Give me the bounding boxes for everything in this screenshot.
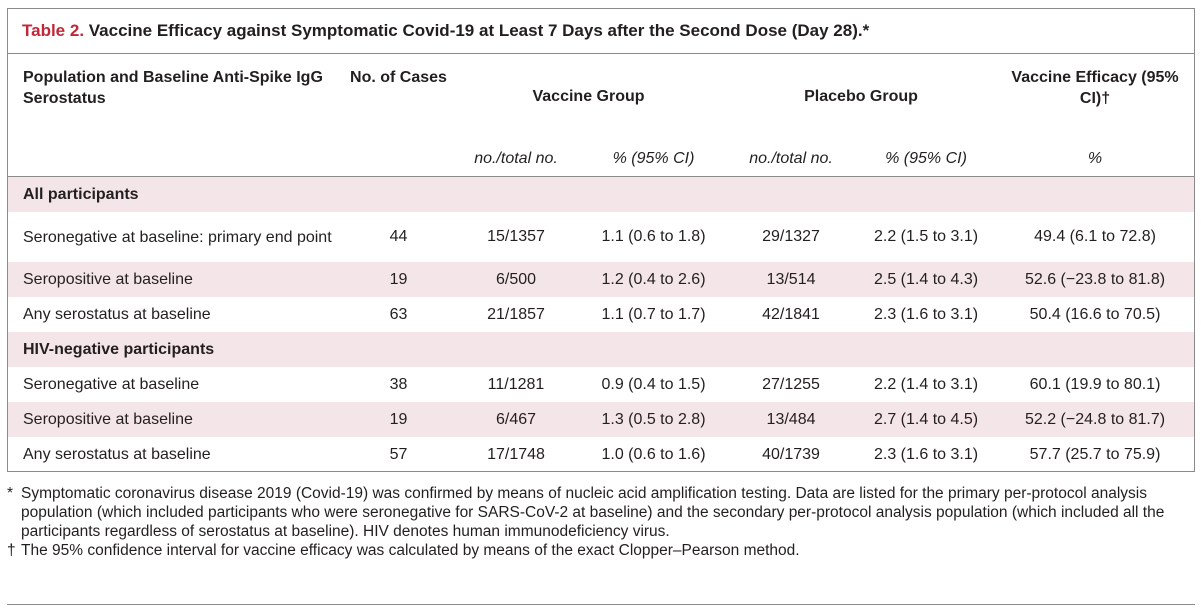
- header-population: Population and Baseline Anti-Spike IgG S…: [23, 69, 323, 107]
- vaccine-pct-cell: 0.9 (0.4 to 1.5): [601, 375, 706, 393]
- table-row: Seronegative at baseline: primary end po…: [8, 212, 1194, 262]
- population-cell: Seronegative at baseline: primary end po…: [23, 228, 332, 246]
- vaccine-no-cell: 21/1857: [487, 305, 545, 323]
- placebo-pct-cell: 2.2 (1.4 to 3.1): [873, 375, 979, 393]
- placebo-no-cell: 13/484: [726, 402, 857, 437]
- population-cell: Any serostatus at baseline: [23, 445, 211, 463]
- efficacy-cell: 57.7 (25.7 to 75.9): [1029, 445, 1161, 463]
- vaccine-pct-cell: 1.0 (0.6 to 1.6): [601, 445, 706, 463]
- table-number: Table 2.: [22, 21, 85, 40]
- table-frame: Table 2. Vaccine Efficacy against Sympto…: [7, 8, 1195, 472]
- footnote-mark: †: [7, 542, 16, 559]
- footnotes: * Symptomatic coronavirus disease 2019 (…: [7, 484, 1195, 560]
- vaccine-no-cell: 6/500: [451, 262, 581, 297]
- placebo-pct-cell: 2.3 (1.6 to 3.1): [873, 445, 979, 463]
- subheader-placebo-no: no./total no.: [726, 141, 857, 177]
- placebo-pct-cell: 2.5 (1.4 to 4.3): [856, 262, 997, 297]
- efficacy-cell: 52.2 (−24.8 to 81.7): [996, 402, 1195, 437]
- footnote: * Symptomatic coronavirus disease 2019 (…: [7, 484, 1195, 541]
- footnote-text: Symptomatic coronavirus disease 2019 (Co…: [21, 485, 1165, 540]
- footnote-text: The 95% confidence interval for vaccine …: [21, 542, 800, 559]
- section-row: All participants: [8, 176, 1195, 212]
- subheader-placebo-pct: % (95% CI): [856, 141, 997, 177]
- vaccine-pct-cell: 1.1 (0.7 to 1.7): [601, 305, 706, 323]
- vaccine-no-cell: 6/467: [451, 402, 581, 437]
- efficacy-table: Population and Baseline Anti-Spike IgG S…: [8, 54, 1195, 472]
- population-cell: Seropositive at baseline: [8, 402, 346, 437]
- placebo-no-cell: 27/1255: [762, 375, 820, 393]
- cases-cell: 44: [389, 228, 408, 245]
- vaccine-pct-cell: 1.3 (0.5 to 2.8): [581, 402, 727, 437]
- vaccine-no-cell: 11/1281: [487, 375, 545, 393]
- subheader-efficacy-pct: %: [996, 141, 1195, 177]
- header-efficacy: Vaccine Efficacy (95% CI)†: [1011, 69, 1179, 107]
- table-row: Any serostatus at baseline 57 17/1748 1.…: [8, 437, 1194, 472]
- cases-cell: 57: [389, 445, 408, 463]
- efficacy-cell: 49.4 (6.1 to 72.8): [1034, 228, 1156, 245]
- header-vaccine-group: Vaccine Group: [532, 88, 645, 105]
- section-title: HIV-negative participants: [8, 332, 1195, 367]
- placebo-pct-cell: 2.7 (1.4 to 4.5): [856, 402, 997, 437]
- placebo-no-cell: 42/1841: [762, 305, 820, 323]
- table-row: Seropositive at baseline 19 6/467 1.3 (0…: [8, 402, 1195, 437]
- header-cases: No. of Cases: [350, 69, 447, 86]
- subheader-vaccine-no: no./total no.: [451, 141, 581, 177]
- placebo-pct-cell: 2.2 (1.5 to 3.1): [873, 228, 979, 245]
- header-placebo-group: Placebo Group: [804, 88, 918, 105]
- footnote: † The 95% confidence interval for vaccin…: [7, 541, 1195, 560]
- placebo-no-cell: 40/1739: [762, 445, 820, 463]
- efficacy-cell: 50.4 (16.6 to 70.5): [1029, 305, 1161, 323]
- subheader-vaccine-pct: % (95% CI): [581, 141, 727, 177]
- cases-cell: 19: [346, 262, 451, 297]
- table-row: Seropositive at baseline 19 6/500 1.2 (0…: [8, 262, 1195, 297]
- bottom-rule: [7, 604, 1195, 605]
- header-row: Population and Baseline Anti-Spike IgG S…: [8, 54, 1194, 141]
- vaccine-pct-cell: 1.1 (0.6 to 1.8): [601, 228, 706, 245]
- table-row: Any serostatus at baseline 63 21/1857 1.…: [8, 297, 1194, 332]
- efficacy-cell: 60.1 (19.9 to 80.1): [1029, 375, 1161, 393]
- efficacy-cell: 52.6 (−23.8 to 81.8): [996, 262, 1195, 297]
- table-row: Seronegative at baseline 38 11/1281 0.9 …: [8, 367, 1194, 402]
- subheader-row: no./total no. % (95% CI) no./total no. %…: [8, 141, 1195, 177]
- table-caption: Vaccine Efficacy against Symptomatic Cov…: [88, 21, 870, 40]
- cases-cell: 38: [389, 375, 408, 393]
- cases-cell: 19: [346, 402, 451, 437]
- population-cell: Seronegative at baseline: [23, 375, 200, 393]
- placebo-no-cell: 13/514: [726, 262, 857, 297]
- section-row: HIV-negative participants: [8, 332, 1195, 367]
- population-cell: Any serostatus at baseline: [23, 305, 211, 323]
- section-title: All participants: [8, 176, 1195, 212]
- placebo-no-cell: 29/1327: [762, 228, 820, 245]
- vaccine-no-cell: 17/1748: [487, 445, 545, 463]
- footnote-mark: *: [7, 485, 14, 502]
- placebo-pct-cell: 2.3 (1.6 to 3.1): [873, 305, 979, 323]
- vaccine-no-cell: 15/1357: [487, 228, 545, 245]
- cases-cell: 63: [389, 305, 408, 323]
- population-cell: Seropositive at baseline: [8, 262, 346, 297]
- vaccine-pct-cell: 1.2 (0.4 to 2.6): [581, 262, 727, 297]
- table-title: Table 2. Vaccine Efficacy against Sympto…: [8, 9, 1194, 54]
